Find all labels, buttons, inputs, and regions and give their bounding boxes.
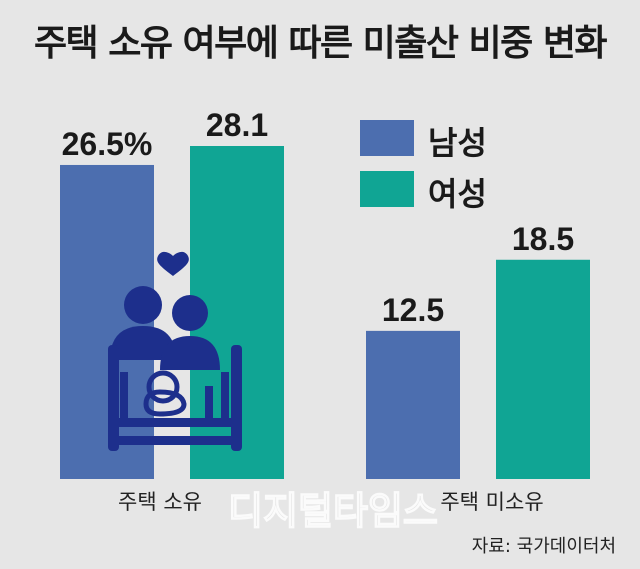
- data-label-female-owned: 28.1: [206, 107, 268, 143]
- legend-label-female: 여성: [428, 175, 487, 213]
- legend-swatch-male: [360, 120, 414, 156]
- family-crib-icon: [108, 251, 242, 451]
- legend-swatch-female: [360, 171, 414, 207]
- data-label-female-not-owned: 18.5: [512, 221, 574, 257]
- watermark-logo: 디지털타임스: [228, 488, 439, 533]
- data-label-male-not-owned: 12.5: [382, 292, 444, 328]
- category-label-not-owned: 주택 미소유: [440, 490, 544, 514]
- data-label-male-owned: 26.5%: [62, 126, 153, 162]
- chart-title: 주택 소유 여부에 따른 미출산 비중 변화: [33, 23, 608, 64]
- bar-male-not-owned: [366, 330, 460, 479]
- svg-text:디지털타임스: 디지털타임스: [228, 489, 438, 533]
- source-note: 자료: 국가데이터처: [471, 536, 616, 557]
- bar-female-not-owned: [496, 259, 590, 479]
- category-label-owned: 주택 소유: [118, 490, 202, 514]
- legend-label-male: 남성: [428, 124, 487, 162]
